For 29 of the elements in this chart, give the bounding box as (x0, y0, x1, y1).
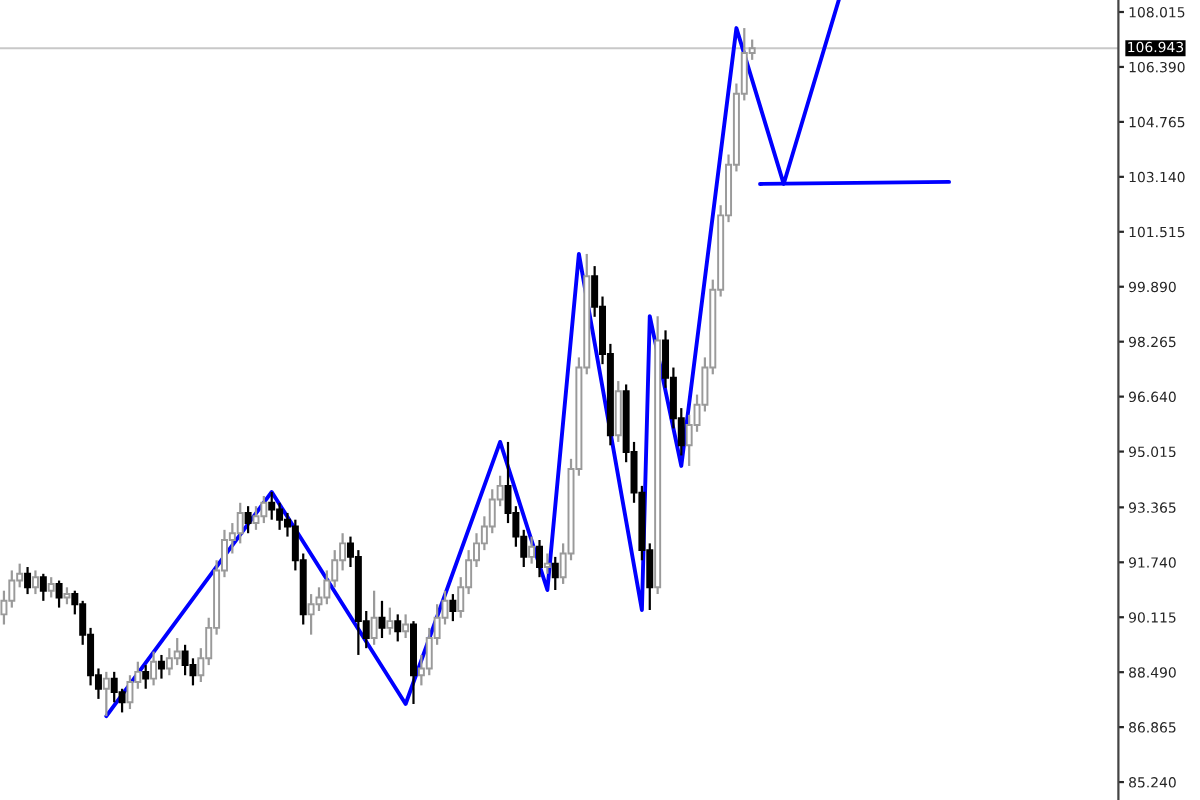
candlestick (181, 643, 189, 677)
candlestick (244, 505, 252, 535)
candlestick (370, 589, 378, 646)
candlestick (260, 494, 268, 525)
candlestick (47, 576, 55, 599)
candlestick (24, 565, 32, 596)
candlestick (102, 670, 110, 718)
candlestick (252, 505, 260, 531)
candlestick (394, 613, 402, 643)
candlestick (551, 555, 559, 592)
candlestick (31, 569, 39, 596)
candlestick (236, 501, 244, 545)
candlestick (536, 538, 543, 579)
candlestick (307, 592, 315, 636)
candlestick (528, 535, 536, 565)
candlestick (543, 552, 551, 575)
candlestick (402, 613, 410, 640)
candlestick (386, 606, 394, 636)
candlestick (142, 663, 150, 690)
candlestick (614, 379, 622, 444)
candlestick (150, 650, 158, 687)
candlestick (157, 653, 165, 680)
candlestick (126, 674, 134, 711)
candlestick (39, 572, 47, 602)
candlestick (449, 592, 457, 623)
candlestick (173, 636, 181, 667)
candlestick (110, 670, 118, 704)
candlestick (378, 599, 386, 640)
candlestick (55, 579, 63, 609)
